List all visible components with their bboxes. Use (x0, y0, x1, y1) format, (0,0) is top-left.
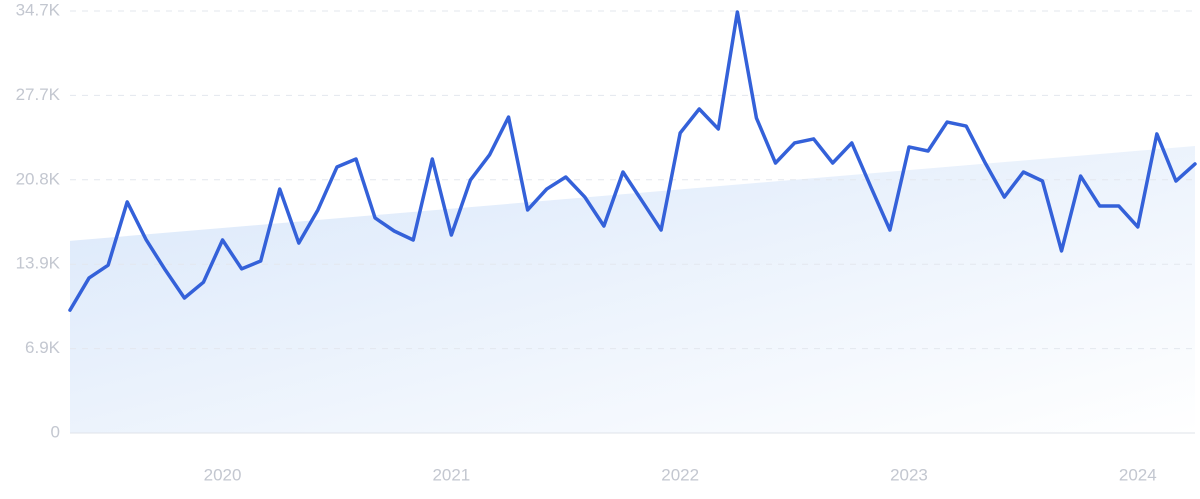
y-tick-label: 6.9K (25, 338, 61, 357)
y-tick-label: 13.9K (16, 254, 61, 273)
y-tick-label: 27.7K (16, 85, 61, 104)
x-tick-label: 2022 (661, 465, 699, 484)
x-tick-label: 2020 (204, 465, 242, 484)
line (68, 10, 1197, 312)
trend-area (70, 145, 1195, 434)
y-tick-label: 34.7K (16, 0, 61, 19)
y-tick-label: 20.8K (16, 169, 61, 188)
x-tick-label: 2023 (890, 465, 928, 484)
x-tick-label: 2024 (1119, 465, 1157, 484)
x-tick-label: 2021 (432, 465, 470, 484)
y-tick-label: 0 (51, 422, 60, 441)
